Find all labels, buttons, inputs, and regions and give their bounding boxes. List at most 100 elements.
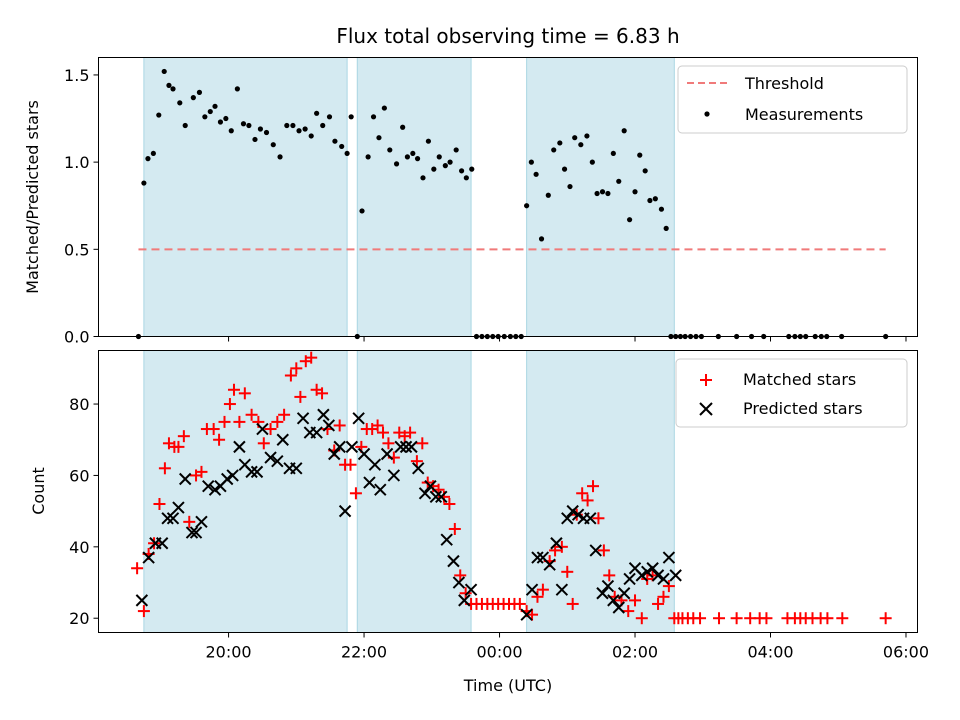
predicted-marker-b	[623, 572, 636, 586]
measurement-point	[463, 175, 469, 181]
measurement-point	[182, 122, 188, 129]
legend-measurements-swatch	[704, 111, 710, 117]
measurement-point	[270, 142, 276, 148]
measurement-point	[252, 136, 258, 143]
matched-star-marker	[646, 569, 659, 582]
measurement-point	[663, 225, 669, 231]
matched-star-marker	[459, 587, 472, 600]
matched-star-marker	[294, 390, 307, 403]
legend-measurements-label: Measurements	[745, 105, 863, 124]
predicted-star-marker	[525, 583, 539, 596]
predicted-marker-b	[166, 512, 180, 525]
predicted-star-marker	[657, 572, 670, 586]
predicted-marker-b	[338, 504, 352, 518]
predicted-marker-b	[536, 551, 550, 564]
predicted-star-marker	[440, 533, 453, 546]
predicted-star-marker	[290, 462, 303, 475]
predicted-marker-b	[208, 483, 222, 496]
predicted-marker-b	[617, 587, 631, 600]
matched-star-marker	[349, 487, 362, 500]
predicted-marker-b	[607, 594, 620, 607]
predicted-star-marker	[555, 583, 569, 596]
predicted-marker-b	[202, 479, 215, 493]
matched-star-marker	[652, 597, 665, 610]
measurement-point	[533, 171, 539, 177]
measurement-point	[246, 122, 252, 129]
measurement-point	[314, 110, 320, 116]
legend-predicted-label: Predicted stars	[743, 399, 863, 418]
measurement-point	[150, 150, 156, 157]
top-legend-box	[677, 65, 908, 134]
measurement-point	[234, 86, 240, 92]
top-plot-frame	[98, 57, 918, 337]
measurement-point	[141, 180, 147, 186]
matched-star-marker	[245, 408, 258, 421]
predicted-star-marker	[561, 512, 574, 525]
predicted-marker-b	[271, 454, 284, 468]
predicted-marker-b	[172, 501, 185, 514]
predicted-star-marker	[166, 512, 180, 525]
measurement-point	[647, 197, 653, 204]
predicted-marker-b	[250, 465, 264, 479]
measurement-point	[376, 135, 382, 141]
predicted-star-marker	[363, 476, 376, 489]
predicted-marker-b	[185, 526, 199, 539]
predicted-star-marker	[623, 572, 636, 586]
measurement-point	[302, 126, 308, 132]
top-y-tick-label: 1.5	[64, 66, 89, 85]
matched-star-marker	[549, 544, 562, 557]
predicted-marker-b	[452, 576, 466, 589]
measurement-point	[642, 168, 648, 174]
predicted-star-marker	[571, 508, 585, 521]
predicted-marker-b	[405, 440, 418, 454]
predicted-marker-b	[276, 433, 289, 446]
predicted-star-marker	[669, 569, 682, 582]
measurement-point	[156, 112, 162, 118]
x-tick-label: 20:00	[206, 643, 252, 662]
measurement-point	[572, 135, 578, 141]
matched-star-marker	[662, 580, 675, 593]
matched-star-marker	[257, 437, 270, 450]
matched-star-marker	[597, 544, 610, 557]
predicted-star-marker	[161, 512, 174, 525]
matched-star-marker	[213, 433, 226, 446]
predicted-marker-b	[256, 422, 269, 436]
predicted-marker-b	[221, 472, 234, 486]
measurement-point	[626, 217, 633, 223]
bottom-y-ticks: 20 40 60 80	[69, 395, 99, 628]
predicted-star-marker	[399, 440, 413, 454]
predicted-star-marker	[447, 554, 460, 568]
matched-star-marker	[454, 569, 467, 582]
predicted-star-marker	[310, 426, 323, 439]
top-y-ticks: 0.0 0.5 1.0 1.5	[64, 66, 99, 347]
predicted-star-marker	[208, 483, 222, 496]
predicted-star-marker	[543, 558, 556, 571]
predicted-marker-b	[520, 608, 533, 621]
matched-star-marker	[195, 465, 208, 478]
measurement-point	[166, 82, 172, 88]
predicted-star-marker	[550, 537, 563, 550]
matched-star-marker	[333, 419, 346, 432]
predicted-marker-b	[380, 447, 394, 461]
predicted-marker-b	[555, 583, 569, 596]
measurement-point	[339, 143, 345, 150]
matched-star-marker	[382, 437, 395, 450]
measurement-point	[404, 154, 411, 160]
bottom-shaded-interval	[526, 350, 675, 633]
predicted-marker-b	[424, 479, 437, 493]
predicted-marker-b	[561, 512, 574, 525]
predicted-marker-b	[628, 562, 642, 575]
predicted-star-marker	[646, 562, 659, 575]
predicted-marker-b	[435, 490, 448, 504]
predicted-marker-b	[322, 419, 336, 432]
predicted-marker-b	[440, 533, 453, 546]
matched-star-marker	[526, 608, 539, 621]
measurement-point	[370, 114, 377, 120]
measurement-point	[538, 236, 545, 242]
predicted-star-marker	[338, 504, 352, 518]
measurement-point	[594, 190, 600, 197]
top-y-tick-label: 1.0	[64, 153, 89, 172]
bottom-y-tick-label: 60	[69, 466, 89, 485]
